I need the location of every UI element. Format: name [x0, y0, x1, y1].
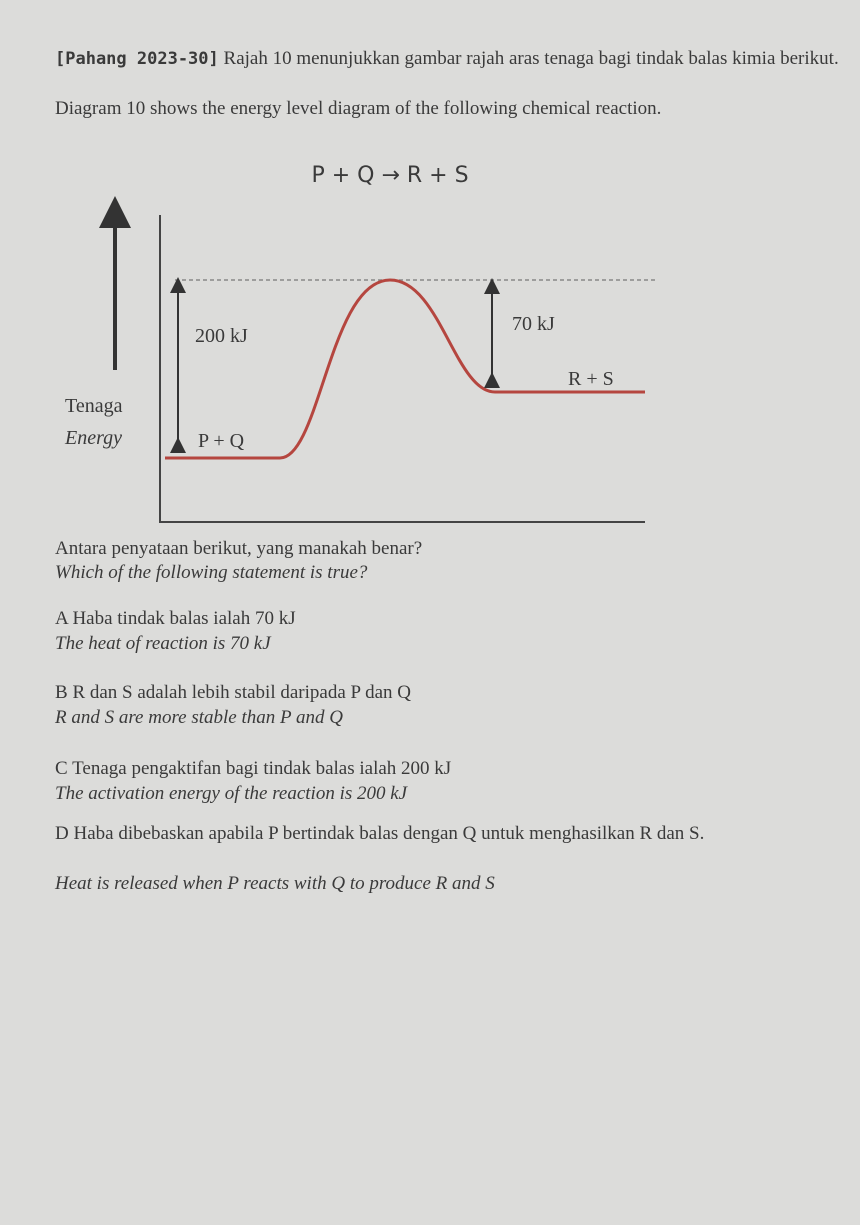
option-letter: C — [55, 758, 68, 779]
energy-profile — [165, 278, 645, 460]
question-english: Which of the following statement is true… — [55, 562, 368, 583]
option-malay-text: Haba tindak balas ialah 70 kJ — [72, 608, 296, 629]
axis-label-malay: Tenaga — [65, 395, 123, 417]
option-english: Heat is released when P reacts with Q to… — [55, 873, 495, 894]
equation: P + Q → R + S — [311, 163, 468, 188]
header-english: Diagram 10 shows the energy level diagra… — [55, 98, 662, 119]
option-malay-text: R dan S adalah lebih stabil daripada P d… — [72, 682, 412, 703]
option-malay-text: Haba dibebaskan apabila P bertindak bala… — [73, 823, 705, 844]
reactants-label: P + Q — [198, 430, 245, 452]
axes — [159, 215, 645, 523]
products-label: R + S — [568, 368, 614, 390]
header-malay-text: Rajah 10 menunjukkan gambar rajah aras t… — [223, 48, 839, 69]
option-english: R and S are more stable than P and Q — [55, 707, 343, 728]
option-malay-text: Tenaga pengaktifan bagi tindak balas ial… — [72, 758, 452, 779]
option-letter: D — [55, 823, 69, 844]
option-english: The activation energy of the reaction is… — [55, 783, 408, 804]
option-english: The heat of reaction is 70 kJ — [55, 633, 271, 654]
source: [Pahang 2023-30] — [55, 49, 219, 69]
header-malay: [Pahang 2023-30] Rajah 10 menunjukkan ga… — [55, 48, 845, 70]
option-malay: A Haba tindak balas ialah 70 kJ — [55, 608, 835, 630]
question-malay: Antara penyataan berikut, yang manakah b… — [55, 538, 423, 559]
option-letter: B — [55, 682, 68, 703]
axis-label-english: Energy — [64, 427, 122, 449]
option-letter: A — [55, 608, 68, 629]
energy-diagram: P + Q → R + S 200 kJ 70 kJ R + S P + Q T… — [64, 163, 655, 523]
option-malay: B R dan S adalah lebih stabil daripada P… — [55, 682, 835, 704]
option-malay: C Tenaga pengaktifan bagi tindak balas i… — [55, 758, 835, 780]
activation-label: 200 kJ — [195, 325, 248, 347]
option-malay: D Haba dibebaskan apabila P bertindak ba… — [55, 823, 835, 845]
heat-label: 70 kJ — [512, 313, 555, 335]
